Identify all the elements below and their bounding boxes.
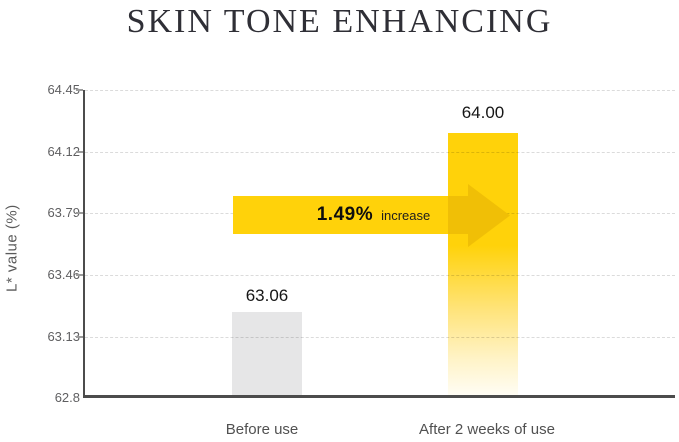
y-tick-label: 63.46 xyxy=(47,267,80,282)
y-axis-title: L* value (%) xyxy=(3,204,21,292)
y-tick-mark xyxy=(76,151,83,153)
y-tick-mark xyxy=(76,336,83,338)
y-tick-label: 62.8 xyxy=(54,390,80,405)
increase-annotation: 1.49% increase xyxy=(233,196,468,234)
x-category-label-after: After 2 weeks of use xyxy=(419,421,555,438)
gridline xyxy=(85,90,675,91)
gridline xyxy=(85,152,675,153)
plot-area: 1.49% increase 63.06 64.00 xyxy=(76,89,675,398)
y-tick-label: 64.12 xyxy=(47,144,80,159)
bar-before-use xyxy=(232,312,302,395)
chart-title: SKIN TONE ENHANCING xyxy=(126,3,553,40)
y-axis-line xyxy=(83,90,85,398)
y-tick-mark xyxy=(76,274,83,276)
y-tick-mark xyxy=(76,89,83,91)
y-tick-label: 63.13 xyxy=(47,329,80,344)
y-tick-label: 64.45 xyxy=(47,82,80,97)
x-category-label-before: Before use xyxy=(225,421,299,438)
increase-arrow-icon xyxy=(233,184,510,247)
gridline xyxy=(85,275,675,276)
increase-percent: 1.49% xyxy=(316,204,374,225)
gridline xyxy=(85,337,675,338)
bar-value-label-after: 64.00 xyxy=(461,103,505,122)
bar-after-use xyxy=(448,133,518,395)
x-axis-line xyxy=(83,395,675,398)
arrow-shape xyxy=(233,184,510,247)
bar-value-label-before: 63.06 xyxy=(245,286,289,305)
increase-label: increase xyxy=(381,207,431,223)
arrow-bar-overlap xyxy=(448,184,510,247)
y-tick-mark xyxy=(76,212,83,214)
y-tick-label: 63.79 xyxy=(47,205,80,220)
